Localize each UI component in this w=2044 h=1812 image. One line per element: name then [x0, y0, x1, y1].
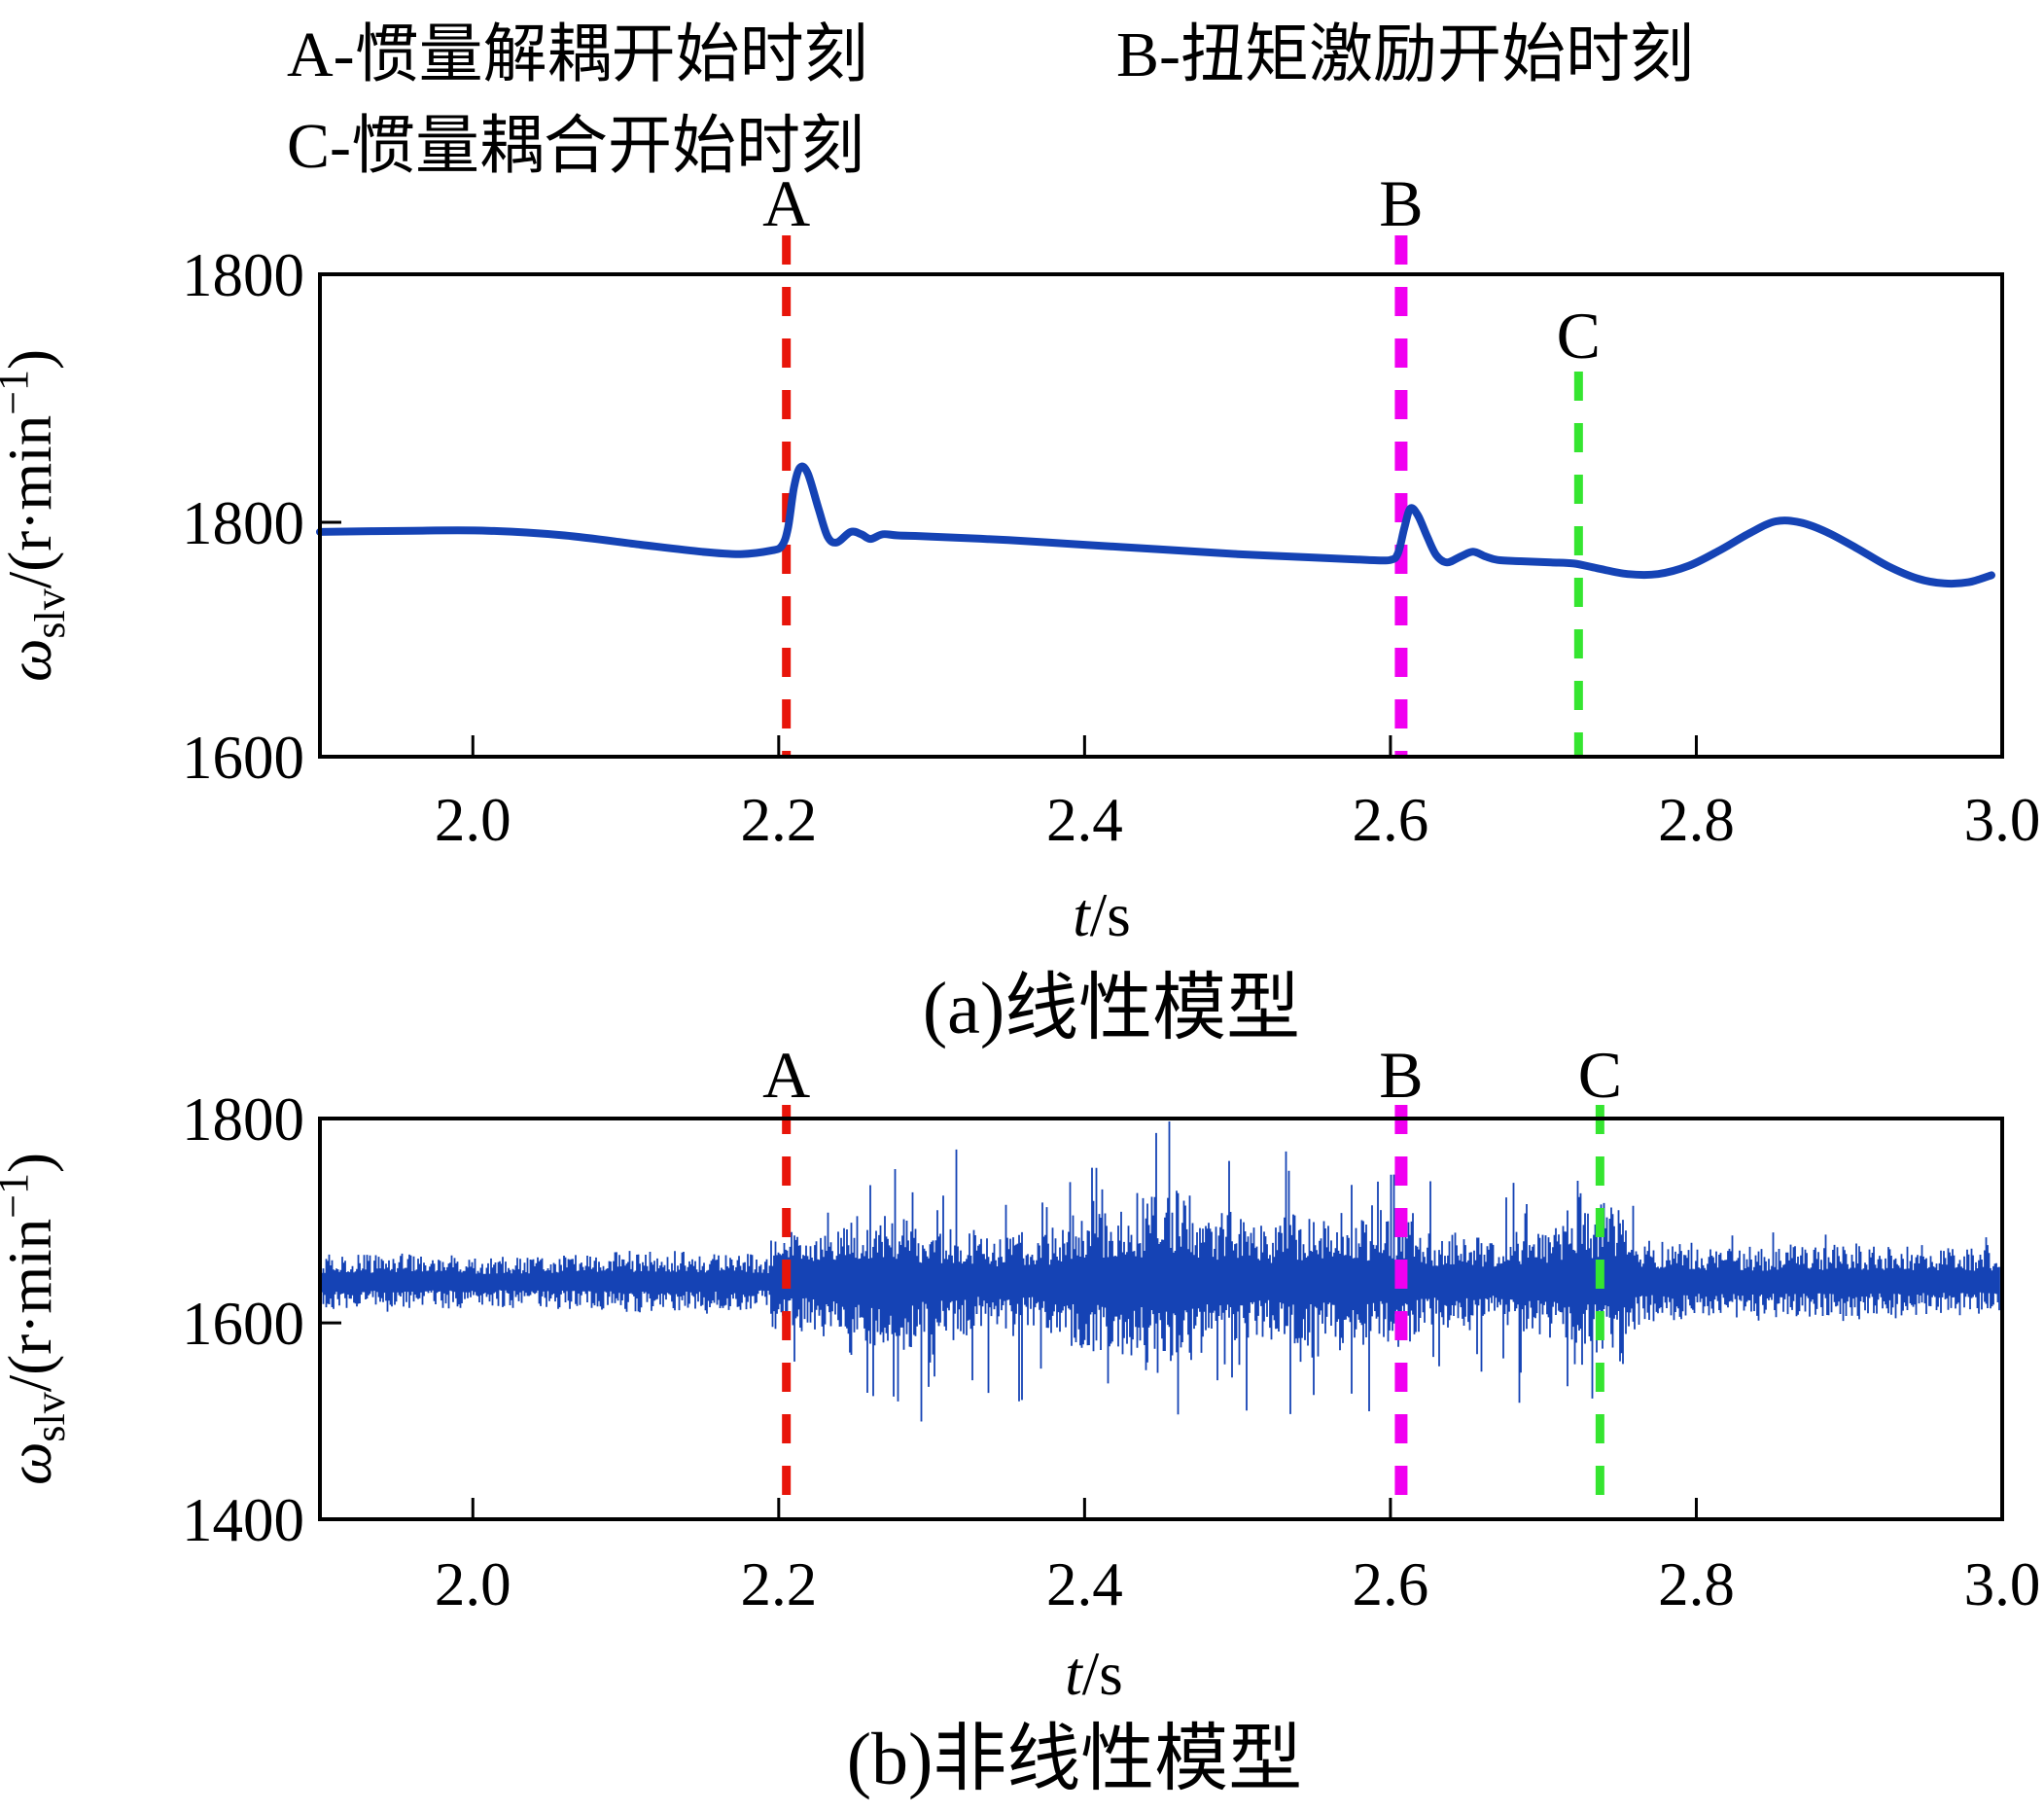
x-tick-label-a: 2.2 — [740, 786, 817, 854]
t-symbol: t — [1065, 1640, 1083, 1708]
t-symbol: t — [1073, 881, 1091, 949]
chart-b-y-axis-label: ωslv/(r·min−1) — [0, 1153, 74, 1485]
y-tick-label-b: 1400 — [182, 1486, 304, 1554]
marker-lines-group — [782, 1105, 1604, 1517]
marker-lines-group — [782, 235, 1583, 755]
marker-label-A-a: A — [762, 166, 810, 240]
marker-label-A-b: A — [762, 1038, 810, 1112]
axes-box-b — [318, 1117, 2004, 1521]
marker-label-B-a: B — [1379, 166, 1423, 240]
y-tick-label-b: 1600 — [182, 1290, 304, 1358]
chart-b-layer: A B C 2.0 2.2 2.4 2.6 2.8 3.0 1400 1600 1800 — [182, 1038, 2040, 1618]
y-unit-mid: /(r·min — [0, 415, 64, 588]
x-tick-label-b: 3.0 — [1964, 1550, 2041, 1618]
y-unit-close: ) — [0, 1153, 64, 1173]
x-tick-label-b: 2.2 — [740, 1550, 817, 1618]
omega-subscript: slv — [26, 588, 74, 638]
y-tick-label-a: 1600 — [182, 724, 304, 792]
x-tick-label-b: 2.0 — [435, 1550, 511, 1618]
y-unit-mid: /(r·min — [0, 1219, 64, 1392]
x-tick-label-b: 2.6 — [1353, 1550, 1429, 1618]
omega-symbol: ω — [0, 639, 64, 682]
marker-label-B-b: B — [1379, 1038, 1423, 1112]
chart-a-x-axis-label: t/s — [1073, 881, 1131, 949]
x-tick-label-a: 2.8 — [1658, 786, 1735, 854]
x-tick-label-b: 2.4 — [1046, 1550, 1123, 1618]
noise-series-b — [321, 1121, 2000, 1422]
y-unit-exponent: −1 — [0, 1173, 37, 1219]
marker-label-C-a: C — [1557, 299, 1601, 373]
x-tick-label-a: 3.0 — [1964, 786, 2041, 854]
y-tick-label-a: 1800 — [182, 489, 304, 557]
legend-entry-c: C-惯量耦合开始时刻 — [287, 111, 864, 182]
x-tick-label-a: 2.0 — [435, 786, 511, 854]
x-tick-label-b: 2.8 — [1658, 1550, 1735, 1618]
x-unit: /s — [1090, 881, 1131, 949]
chart-a-layer: A B C 2.0 2.2 2.4 2.6 2.8 3.0 1600 1800 1800 — [182, 166, 2040, 854]
series-group — [316, 462, 1995, 588]
axes-box-a — [318, 272, 2004, 759]
chart-b-x-axis-label: t/s — [1065, 1640, 1123, 1708]
series-group — [321, 1121, 2000, 1422]
omega-symbol: ω — [0, 1442, 64, 1485]
legend-entry-a: A-惯量解耦开始时刻 — [287, 19, 868, 90]
y-tick-label-b: 1800 — [182, 1085, 304, 1154]
chart-a-y-axis-label: ωslv/(r·min−1) — [0, 349, 74, 682]
chart-b-caption: (b)非线性模型 — [847, 1719, 1303, 1800]
marker-label-C-b: C — [1578, 1038, 1622, 1112]
chart-a-caption: (a)线性模型 — [923, 968, 1300, 1049]
x-unit: /s — [1082, 1640, 1123, 1708]
omega-subscript: slv — [26, 1392, 74, 1441]
y-unit-close: ) — [0, 349, 64, 370]
legend-entry-b: B-扭矩激励开始时刻 — [1116, 19, 1694, 90]
y-tick-label-a: 1800 — [182, 241, 304, 309]
x-tick-label-a: 2.6 — [1353, 786, 1429, 854]
series-line-a — [316, 462, 1995, 588]
y-unit-exponent: −1 — [0, 370, 37, 415]
x-tick-label-a: 2.4 — [1046, 786, 1123, 854]
